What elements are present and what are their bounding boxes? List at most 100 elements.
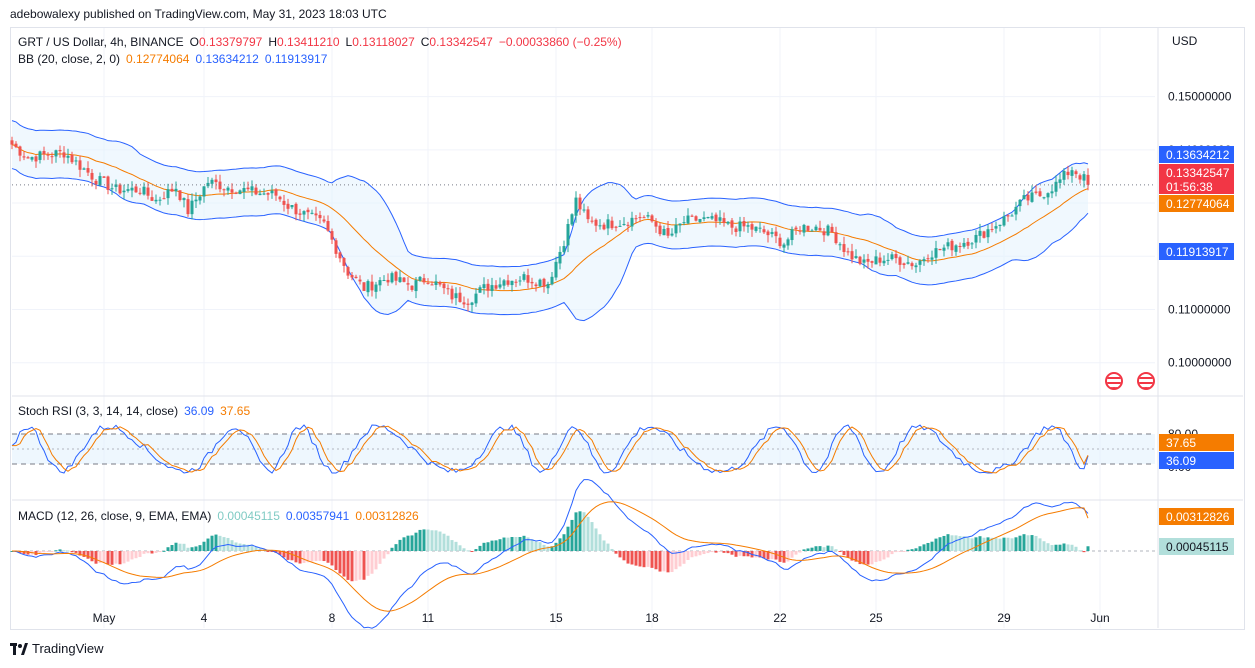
macd-histogram-bar — [1006, 537, 1010, 551]
candle-body — [66, 155, 70, 158]
macd-histogram-bar — [850, 551, 854, 561]
candle-body — [254, 187, 258, 195]
candle-body — [786, 239, 790, 246]
candle-body — [834, 232, 838, 244]
candle-body — [22, 156, 26, 158]
candle-body — [10, 140, 14, 145]
macd-histogram-bar — [78, 551, 82, 556]
macd-histogram-bar — [526, 537, 530, 551]
macd-histogram-bar — [642, 551, 646, 568]
macd-histogram-bar — [554, 542, 558, 551]
macd-histogram-bar — [722, 551, 726, 553]
macd-histogram-bar — [710, 551, 714, 553]
macd-histogram-bar — [322, 551, 326, 562]
macd-histogram-bar — [258, 548, 262, 551]
candle-body — [922, 259, 926, 262]
candle-body — [18, 146, 22, 156]
us-flag-icon[interactable] — [1105, 372, 1123, 390]
candle-body — [90, 172, 94, 180]
price-tick-label: 0.10000000 — [1168, 356, 1232, 370]
candle-body — [1002, 216, 1006, 226]
candle-body — [646, 215, 650, 217]
macd-line — [11, 479, 1089, 629]
macd-pane — [10, 479, 1155, 629]
macd-histogram-bar — [150, 551, 154, 554]
candle-body — [698, 219, 702, 222]
macd-histogram-bar — [686, 551, 690, 560]
macd-histogram-bar — [966, 537, 970, 551]
candle-body — [770, 232, 774, 234]
macd-histogram-bar — [666, 551, 670, 573]
candle-body — [854, 256, 858, 258]
macd-histogram-bar — [62, 550, 66, 552]
macd-histogram-bar — [634, 551, 638, 566]
candle-body — [1086, 174, 1090, 185]
macd-histogram-bar — [1002, 537, 1006, 551]
bb-basis-line — [11, 144, 1089, 292]
candle-body — [502, 280, 506, 286]
macd-histogram-bar — [198, 545, 202, 551]
candle-body — [670, 233, 674, 236]
macd-histogram-bar — [1074, 546, 1078, 551]
candle-body — [714, 214, 718, 222]
macd-histogram-bar — [394, 544, 398, 551]
macd-histogram-bar — [778, 551, 782, 562]
candle-body — [1062, 170, 1066, 180]
candle-body — [778, 237, 782, 247]
candle-body — [842, 244, 846, 252]
candle-body — [178, 190, 182, 200]
candle-body — [362, 282, 366, 291]
time-tick-label: May — [93, 611, 116, 625]
macd-histogram-bar — [494, 540, 498, 551]
candle-body — [998, 224, 1002, 226]
macd-histogram-bar — [574, 512, 578, 551]
us-flag-icon[interactable] — [1137, 372, 1155, 390]
candle-body — [498, 284, 502, 288]
symbol-title: GRT / US Dollar, 4h, BINANCE — [18, 35, 184, 49]
macd-histogram-bar — [570, 519, 574, 551]
candle-body — [302, 211, 306, 215]
candle-body — [554, 261, 558, 278]
candle-body — [1006, 215, 1010, 217]
macd-histogram-bar — [250, 544, 254, 551]
macd-histogram-bar — [358, 551, 362, 580]
candle-body — [558, 251, 562, 264]
candle-body — [578, 197, 582, 210]
macd-histogram-bar — [922, 544, 926, 551]
candle-body — [586, 209, 590, 220]
macd-histogram-bar — [290, 551, 294, 561]
candle-body — [794, 227, 798, 230]
macd-histogram-bar — [854, 551, 858, 562]
candle-body — [990, 229, 994, 231]
candle-body — [378, 280, 382, 286]
axes: USD0.150000000.140000000.110000000.10000… — [93, 34, 1234, 625]
candle-body — [306, 209, 310, 213]
candle-body — [34, 156, 38, 162]
macd-histogram-bar — [438, 531, 442, 551]
candle-body — [122, 190, 126, 193]
candle-body — [802, 224, 806, 233]
candle-body — [930, 257, 934, 260]
candle-body — [158, 199, 162, 201]
candle-body — [650, 215, 654, 222]
macd-histogram-bar — [306, 551, 310, 563]
candle-body — [490, 285, 494, 291]
candle-body — [906, 262, 910, 264]
candle-body — [186, 199, 190, 215]
macd-histogram-bar — [882, 551, 886, 560]
macd-histogram-bar — [1038, 538, 1042, 551]
candle-body — [298, 213, 302, 215]
macd-histogram-bar — [514, 537, 518, 551]
macd-histogram-bar — [934, 538, 938, 551]
tradingview-logo: TradingView — [10, 641, 104, 656]
macd-histogram-bar — [886, 551, 890, 558]
candle-body — [510, 280, 514, 286]
macd-histogram-bar — [598, 534, 602, 551]
macd-signal-line — [11, 501, 1089, 612]
stoch-rsi-pane — [11, 424, 1155, 474]
macd-histogram-bar — [938, 537, 942, 551]
candle-body — [214, 179, 218, 183]
macd-hist-value: 0.00045115 — [217, 509, 280, 523]
high-label: H — [268, 35, 278, 49]
